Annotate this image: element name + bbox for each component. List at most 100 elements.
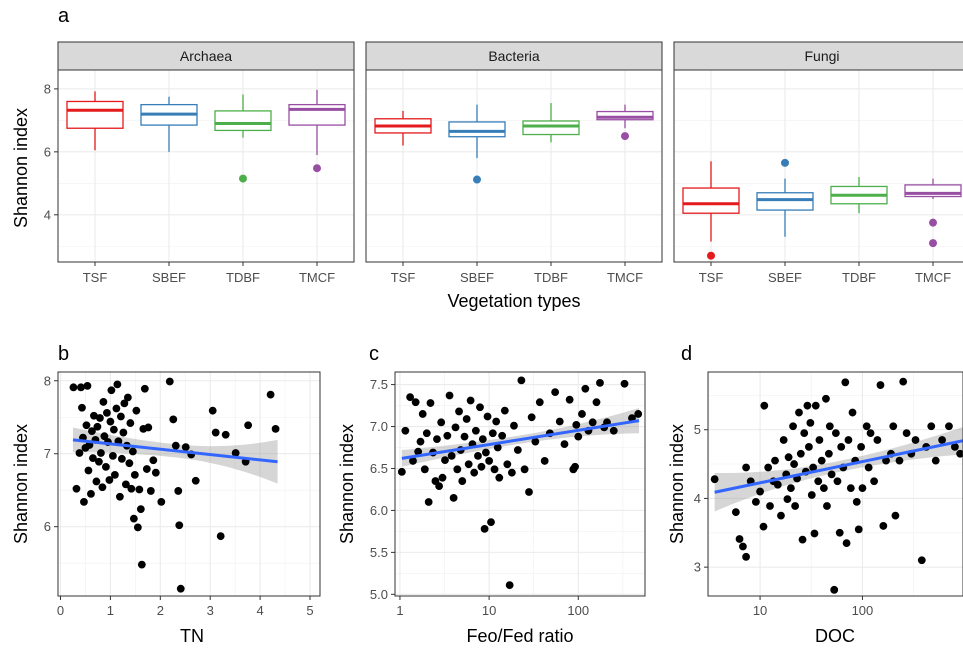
y-tick-label: 6 xyxy=(44,519,51,534)
scatter-point xyxy=(151,468,160,477)
box-body xyxy=(904,184,962,198)
facet-archaea: Archaea TSF SBEF TDBF TMCF 4 6 8 xyxy=(44,41,355,285)
scatter-point xyxy=(784,453,793,462)
scatter-point xyxy=(144,423,153,432)
scatter-point xyxy=(441,456,449,464)
x-tick-label: 100 xyxy=(567,603,589,618)
scatter-point xyxy=(266,390,275,399)
scatter-point xyxy=(433,435,441,444)
scatter-point xyxy=(596,379,604,387)
scatter-point xyxy=(814,477,823,486)
scatter-point xyxy=(165,377,174,386)
scatter-point xyxy=(477,462,486,471)
scatter-point xyxy=(777,511,785,520)
scatter-point xyxy=(462,415,471,423)
scatter-point xyxy=(133,523,142,532)
scatter-point xyxy=(471,426,480,435)
scatter-point xyxy=(735,535,744,543)
scatter-point xyxy=(443,431,452,440)
x-tick-label: 0 xyxy=(57,603,64,618)
scatter-point xyxy=(917,556,926,565)
scatter-point xyxy=(634,410,643,418)
box-tsf xyxy=(374,110,432,146)
y-tick-label: 8 xyxy=(44,81,51,96)
facet-plot-fungi: TSF SBEF TDBF TMCF xyxy=(673,69,963,285)
scatter-point xyxy=(120,399,129,408)
scatter-point xyxy=(113,380,122,389)
scatter-point xyxy=(99,398,108,406)
scatter-point xyxy=(483,412,492,421)
scatter-point xyxy=(505,581,514,589)
scatter-point xyxy=(857,442,865,451)
scatter-point xyxy=(931,456,940,465)
x-tick-label: 4 xyxy=(256,603,263,618)
scatter-point xyxy=(873,436,882,444)
scatter-point xyxy=(846,484,855,493)
scatter-point xyxy=(565,395,574,404)
scatter-point xyxy=(485,457,494,465)
scatter-point xyxy=(460,432,469,441)
panel-border xyxy=(673,69,963,263)
scatter-point xyxy=(902,429,911,438)
scatter-point xyxy=(817,456,826,465)
box-tmcf xyxy=(596,104,654,141)
scatter-point xyxy=(416,437,425,446)
panel-b-ylabel: Shannon index xyxy=(11,424,31,544)
box-outlier xyxy=(313,164,321,173)
scatter-point xyxy=(107,386,116,395)
panel-border xyxy=(57,371,321,597)
scatter-point xyxy=(435,482,444,490)
scatter-point xyxy=(231,449,240,457)
scatter-point xyxy=(811,401,820,410)
y-tick-label: 5 xyxy=(694,422,701,437)
box-outlier xyxy=(929,218,937,227)
scatter-point xyxy=(592,398,601,407)
scatter-point xyxy=(121,480,130,489)
scatter-point xyxy=(129,514,138,523)
scatter-point xyxy=(411,398,420,407)
box-sbef xyxy=(756,158,814,237)
scatter-point xyxy=(866,429,875,438)
strip-label-bacteria: Bacteria xyxy=(488,48,540,64)
scatter-point xyxy=(438,473,447,482)
scatter-point xyxy=(825,422,834,431)
scatter-point xyxy=(89,454,97,462)
scatter-point xyxy=(480,524,489,533)
box-tdbf xyxy=(214,94,272,183)
scatter-point xyxy=(844,436,853,444)
scatter-point xyxy=(191,476,200,485)
scatter-point xyxy=(710,475,719,484)
scatter-point xyxy=(520,465,529,474)
scatter-point xyxy=(756,487,764,496)
scatter-point xyxy=(841,378,850,387)
panel-c-plot: 1 10 100 5.0 5.5 6.0 6.5 7.0 7.5 xyxy=(370,371,646,618)
trend-line xyxy=(72,438,278,464)
panel-c-ylabel: Shannon index xyxy=(337,424,357,544)
panel-a-ylabel: Shannon index xyxy=(11,108,31,228)
scatter-point xyxy=(130,470,139,479)
scatter-point xyxy=(181,443,190,452)
scatter-point xyxy=(75,449,84,457)
scatter-point xyxy=(126,419,135,427)
scatter-point xyxy=(92,477,101,486)
scatter-point xyxy=(574,432,583,441)
x-tick-label: 10 xyxy=(753,603,767,618)
scatter-point xyxy=(87,489,95,498)
scatter-point xyxy=(786,484,795,493)
scatter-point xyxy=(495,473,504,482)
box-outlier xyxy=(473,175,481,184)
confidence-band xyxy=(714,426,963,512)
scatter-point xyxy=(420,465,429,474)
scatter-point xyxy=(578,410,586,418)
confidence-band xyxy=(72,427,278,484)
scatter-point xyxy=(211,428,220,437)
scatter-point xyxy=(136,505,145,514)
panel-c-xlabel: Feo/Fed ratio xyxy=(466,626,573,646)
scatter-point xyxy=(426,399,435,407)
x-tick-label: TSF xyxy=(83,270,108,285)
panel-letter-d: d xyxy=(681,343,692,365)
scatter-point xyxy=(827,470,836,479)
y-tick-label: 6.0 xyxy=(370,503,388,518)
scatter-point xyxy=(487,518,495,527)
scatter-point xyxy=(93,422,102,431)
